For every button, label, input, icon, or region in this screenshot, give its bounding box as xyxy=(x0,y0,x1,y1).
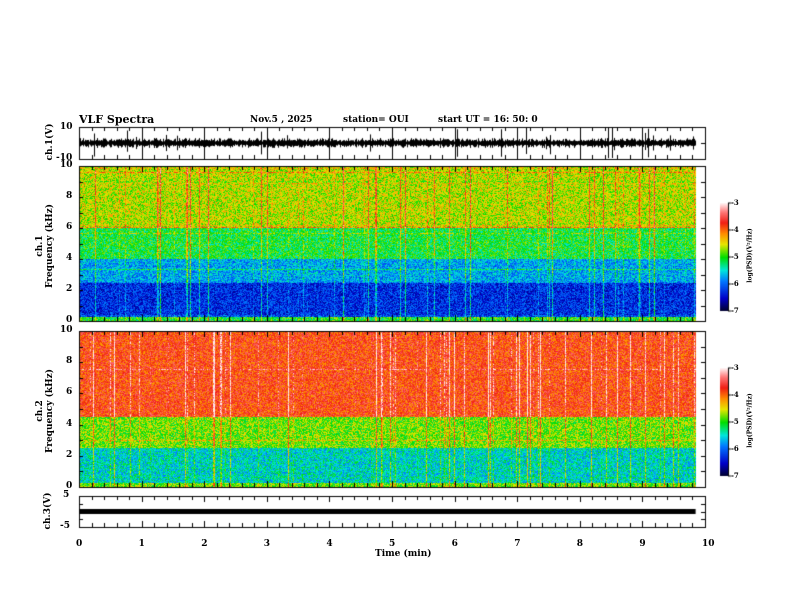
colorbar-tick-label: -5 xyxy=(731,417,739,426)
frequency-tick-label: 10 xyxy=(60,325,73,335)
spec2-ylabel: ch.2 Frequency (kHz) xyxy=(35,356,55,466)
x-tick-label: 3 xyxy=(263,539,271,549)
x-tick-label: 1 xyxy=(138,539,145,549)
frequency-tick-label: 0 xyxy=(66,315,73,325)
spec2-colorbar-label: log(PSD)(V²/Hz) xyxy=(746,393,754,448)
spec1-frequency-label: Frequency (kHz) xyxy=(45,204,55,289)
ch3-ylabel: ch.3(V) xyxy=(43,492,53,530)
frequency-tick-label: 6 xyxy=(66,387,73,398)
colorbar-tick-label: -4 xyxy=(731,225,739,234)
x-tick-label: 9 xyxy=(639,539,646,549)
frequency-tick-label: 8 xyxy=(66,356,73,367)
colorbar-tick-label: -6 xyxy=(731,279,739,288)
x-tick-label: 0 xyxy=(76,539,83,549)
colorbar-tick-label: -5 xyxy=(731,252,739,261)
colorbar-tick-label: -3 xyxy=(731,198,739,207)
frequency-tick-label: 2 xyxy=(66,284,73,294)
frequency-tick-label: 4 xyxy=(66,418,73,429)
colorbar-tick-label: -3 xyxy=(731,363,739,372)
frequency-tick-label: 8 xyxy=(66,191,73,201)
colorbar-tick-label: -6 xyxy=(731,444,739,453)
spec1-channel: ch.1 xyxy=(35,235,45,257)
x-tick-label: 10 xyxy=(702,539,715,549)
frequency-tick-label: 4 xyxy=(66,253,73,263)
ch1-ylabel: ch.1(V) xyxy=(45,123,55,161)
ch3-ytick: -5 xyxy=(60,521,70,531)
frequency-tick-label: 10 xyxy=(60,160,73,170)
colorbar-tick-label: -4 xyxy=(731,390,739,399)
x-tick-label: 2 xyxy=(201,539,208,549)
x-tick-label: 6 xyxy=(451,539,458,549)
x-tick-label: 7 xyxy=(514,539,521,549)
spec2-frequency-label: Frequency (kHz) xyxy=(45,369,55,454)
x-tick-label: 4 xyxy=(326,539,333,549)
x-axis-label: Time (min) xyxy=(375,549,432,559)
date-label: Nov.5 , 2025 xyxy=(250,115,313,125)
spec2-channel: ch.2 xyxy=(35,400,45,422)
ch1-ytick: 10 xyxy=(60,122,73,132)
start-time-label: start UT = 16: 50: 0 xyxy=(438,115,538,125)
spec1-ylabel: ch.1 Frequency (kHz) xyxy=(35,191,55,301)
figure-title: VLF Spectra xyxy=(79,113,155,126)
spec1-colorbar-label: log(PSD)(V²/Hz) xyxy=(746,228,754,283)
x-tick-label: 5 xyxy=(389,539,396,549)
station-label: station= OUI xyxy=(343,115,409,125)
ch3-ytick: 5 xyxy=(63,490,70,500)
frequency-tick-label: 0 xyxy=(66,481,73,491)
frequency-tick-label: 2 xyxy=(66,449,73,460)
x-tick-label: 8 xyxy=(576,539,584,549)
colorbar-tick-label: -7 xyxy=(731,306,739,315)
ch1-ytick: -10 xyxy=(56,153,73,163)
frequency-tick-label: 6 xyxy=(66,222,73,232)
colorbar-tick-label: -7 xyxy=(731,471,739,480)
